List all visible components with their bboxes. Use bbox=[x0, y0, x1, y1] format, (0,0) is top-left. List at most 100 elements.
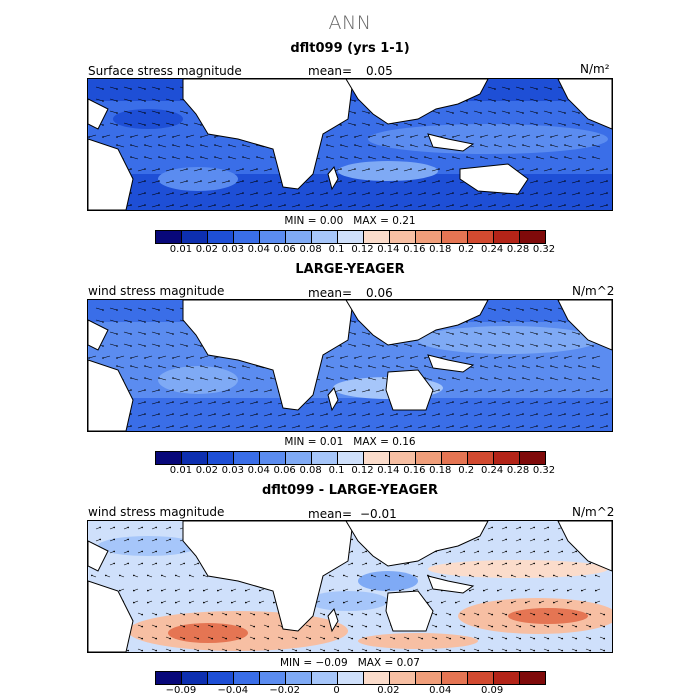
colorbar-tick-label: 0.03 bbox=[221, 465, 244, 476]
colorbar-swatch bbox=[208, 231, 234, 243]
colorbar-swatch bbox=[364, 231, 390, 243]
colorbar-swatch bbox=[234, 452, 260, 464]
max-label-2: MAX = bbox=[353, 436, 389, 448]
max-label-1: MAX = bbox=[353, 215, 389, 227]
colorbar-swatch bbox=[468, 672, 494, 684]
colorbar-swatch bbox=[520, 452, 545, 464]
colorbar-swatch bbox=[442, 452, 468, 464]
colorbar-swatch bbox=[520, 231, 545, 243]
min-value-2: 0.01 bbox=[319, 436, 344, 448]
colorbar-tick-label: 0.01 bbox=[169, 244, 193, 255]
colorbar-tick-label: 0.12 bbox=[351, 465, 374, 476]
colorbar-swatch bbox=[260, 452, 286, 464]
colorbar-swatch bbox=[156, 452, 182, 464]
colorbar-swatch bbox=[156, 231, 182, 243]
colorbar-swatch bbox=[260, 231, 286, 243]
colorbar-tick-label: 0.24 bbox=[480, 244, 504, 255]
mean-label-3: mean= bbox=[308, 507, 353, 521]
colorbar-tick-label: 0 bbox=[333, 685, 340, 696]
min-label-3: MIN = bbox=[279, 657, 313, 669]
variable-label-1: Surface stress magnitude bbox=[88, 64, 242, 78]
colorbar-swatch bbox=[494, 672, 520, 684]
mean-label-2: mean= bbox=[308, 286, 353, 300]
colorbar-tick-label: −0.04 bbox=[217, 685, 249, 696]
colorbar-tick-label: 0.1 bbox=[328, 244, 345, 255]
colorbar-swatch bbox=[208, 452, 234, 464]
colorbar-tick-label: 0.03 bbox=[221, 244, 244, 255]
max-value-2: 0.16 bbox=[392, 436, 416, 448]
map-panel-2 bbox=[87, 299, 613, 432]
colorbar-tick-label: 0.18 bbox=[429, 244, 452, 255]
variable-label-2: wind stress magnitude bbox=[88, 284, 225, 298]
colorbar-swatch bbox=[182, 452, 208, 464]
colorbar-tick-label: 0.02 bbox=[377, 685, 400, 696]
map-field-2 bbox=[88, 300, 612, 431]
colorbar-tick-label: 0.01 bbox=[169, 465, 193, 476]
colorbar-swatch bbox=[260, 672, 286, 684]
colorbar-tick-label: 0.2 bbox=[458, 244, 475, 255]
colorbar-swatch bbox=[390, 672, 416, 684]
colorbar-tick-label: 0.2 bbox=[458, 465, 475, 476]
colorbar-swatch bbox=[416, 672, 442, 684]
colorbar-swatch bbox=[468, 452, 494, 464]
colorbar-swatch bbox=[338, 231, 364, 243]
colorbar-swatch bbox=[286, 672, 312, 684]
colorbar-swatch bbox=[416, 231, 442, 243]
panel-title-1: dflt099 (yrs 1-1) bbox=[290, 41, 410, 56]
units-label-1: N/m² bbox=[580, 62, 610, 76]
colorbar-swatch bbox=[286, 452, 312, 464]
min-label-1: MIN = bbox=[284, 215, 317, 227]
colorbar-1 bbox=[155, 230, 546, 244]
colorbar-tick-label: 0.32 bbox=[532, 465, 556, 476]
colorbar-swatch bbox=[416, 452, 442, 464]
colorbar-swatch bbox=[494, 452, 520, 464]
units-label-2: N/m^2 bbox=[572, 284, 615, 298]
colorbar-3 bbox=[155, 671, 546, 685]
colorbar-tick-label: −0.02 bbox=[269, 685, 300, 696]
max-value-1: 0.21 bbox=[392, 215, 416, 227]
colorbar-tick-label: 0.14 bbox=[377, 244, 400, 255]
colorbar-tick-label: 0.02 bbox=[195, 465, 218, 476]
colorbar-swatch bbox=[182, 231, 208, 243]
colorbar-swatch bbox=[312, 672, 338, 684]
colorbar-swatch bbox=[494, 231, 520, 243]
colorbar-swatch bbox=[182, 672, 208, 684]
colorbar-swatch bbox=[286, 231, 312, 243]
colorbar-swatch bbox=[156, 672, 182, 684]
colorbar-tick-label: 0.24 bbox=[480, 465, 504, 476]
units-label-3: N/m^2 bbox=[572, 505, 615, 519]
colorbar-tick-label: 0.32 bbox=[532, 244, 556, 255]
variable-label-3: wind stress magnitude bbox=[88, 505, 225, 519]
min-label-2: MIN = bbox=[284, 436, 317, 448]
colorbar-swatch bbox=[338, 452, 364, 464]
panel-title-2: LARGE-YEAGER bbox=[295, 262, 405, 277]
colorbar-tick-label: 0.09 bbox=[480, 685, 504, 696]
colorbar-swatch bbox=[364, 672, 390, 684]
colorbar-swatch bbox=[234, 672, 260, 684]
minmax-2: MIN = 0.01 MAX = 0.16 bbox=[0, 436, 700, 448]
map-field-3 bbox=[88, 521, 612, 652]
panel-title-3: dflt099 - LARGE-YEAGER bbox=[261, 483, 439, 498]
minmax-1: MIN = 0.00 MAX = 0.21 bbox=[0, 215, 700, 227]
colorbar-tick-label: 0.28 bbox=[506, 244, 530, 255]
colorbar-swatch bbox=[364, 452, 390, 464]
mean-label-1: mean= bbox=[308, 64, 353, 78]
max-value-3: 0.07 bbox=[396, 657, 420, 669]
colorbar-swatch bbox=[390, 231, 416, 243]
figure-title: ANN bbox=[328, 12, 372, 34]
colorbar-swatch bbox=[468, 231, 494, 243]
colorbar-swatch bbox=[234, 231, 260, 243]
colorbar-swatch bbox=[520, 672, 545, 684]
colorbar-swatch bbox=[390, 452, 416, 464]
colorbar-2 bbox=[155, 451, 546, 465]
colorbar-tick-label: 0.08 bbox=[299, 244, 322, 255]
colorbar-tick-label: 0.04 bbox=[247, 465, 270, 476]
colorbar-tick-label: 0.16 bbox=[403, 465, 426, 476]
colorbar-tick-label: 0.28 bbox=[506, 465, 530, 476]
colorbar-tick-label: 0.16 bbox=[403, 244, 426, 255]
colorbar-swatch bbox=[312, 231, 338, 243]
colorbar-swatch bbox=[312, 452, 338, 464]
min-value-3: −0.09 bbox=[315, 657, 348, 669]
mean-value-1: 0.05 bbox=[366, 64, 393, 78]
minmax-3: MIN = −0.09 MAX = 0.07 bbox=[0, 657, 700, 669]
